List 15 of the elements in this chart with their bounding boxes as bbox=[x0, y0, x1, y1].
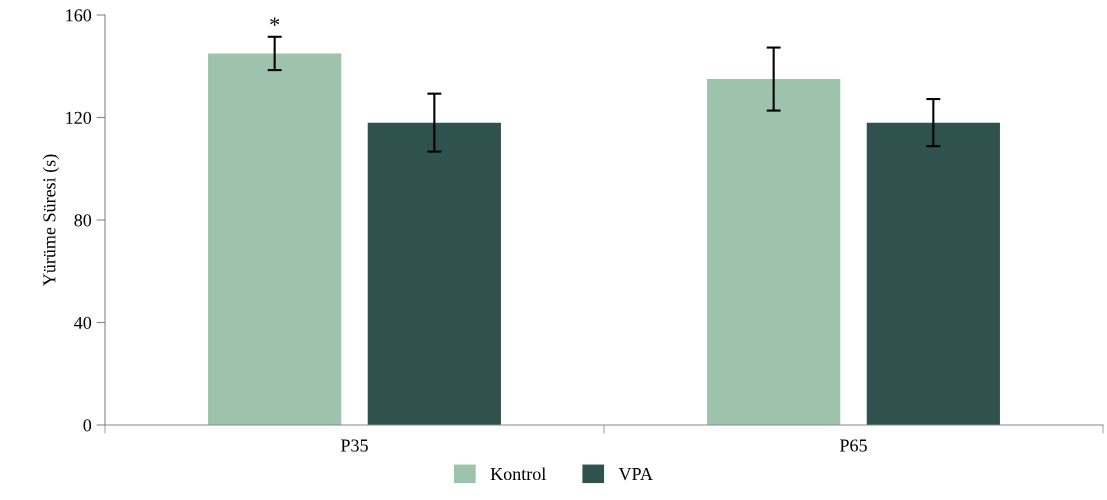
bar bbox=[707, 79, 841, 425]
y-axis-title: Yürüme Süresi (s) bbox=[42, 154, 60, 286]
y-tick-label: 40 bbox=[74, 316, 92, 329]
y-tick-label: 80 bbox=[74, 214, 92, 227]
x-tick-label: P35 bbox=[340, 439, 368, 452]
legend-label: Kontrol bbox=[490, 467, 546, 481]
annotation: * bbox=[270, 17, 280, 26]
bar bbox=[208, 53, 342, 425]
y-tick-label: 160 bbox=[66, 9, 92, 22]
bar bbox=[866, 122, 1000, 425]
y-tick-label: 120 bbox=[66, 111, 92, 124]
y-tick-label: 0 bbox=[83, 419, 92, 432]
bar bbox=[367, 122, 501, 425]
x-tick-label: P65 bbox=[839, 439, 867, 452]
legend-label: VPA bbox=[618, 467, 653, 481]
